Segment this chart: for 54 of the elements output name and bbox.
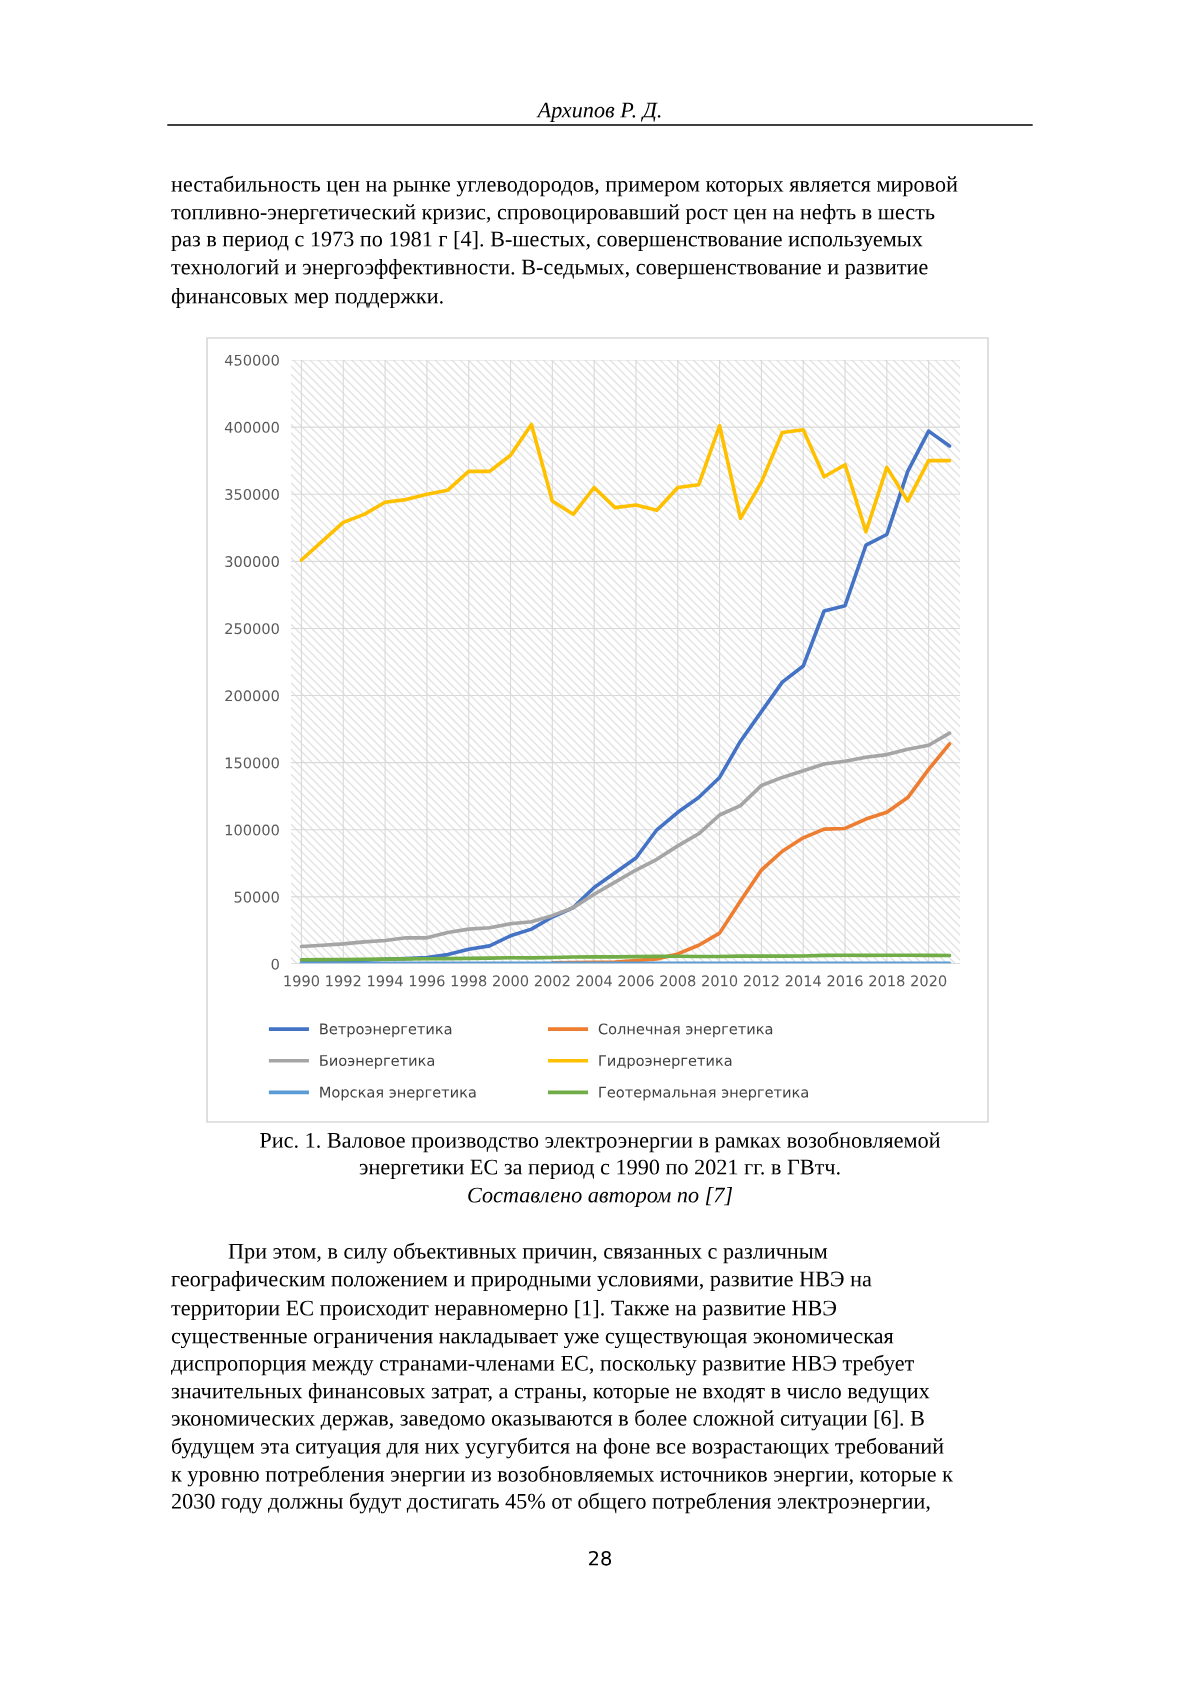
legend-label: Ветроэнергетика [320, 1023, 452, 1038]
x-tick-label: 2018 [869, 975, 905, 987]
y-tick-label: 400000 [224, 421, 279, 433]
text: энергетики ЕС за период с 1990 по 2021 гг. в ГВтч. [359, 1159, 840, 1180]
text: экономических держав, заведомо оказываются в более сложной ситуации [6]. В [171, 1409, 924, 1431]
text: 28 [589, 1550, 612, 1566]
line-series [299, 422, 952, 562]
text: При этом, в силу объективных причин, связанных с различным [228, 1242, 828, 1264]
x-tick-label: 2004 [576, 975, 612, 987]
text: Составлено автором по [7] [468, 1186, 733, 1208]
text: к уровню потребления энергии из возобновляемых источников энергии, которые к [171, 1465, 953, 1487]
text: Рис. 1. Валовое производство электроэнергии в рамках возобновляемой [260, 1131, 941, 1153]
text: значительных финансовых затрат, а страны, которые не входят в число ведущих [171, 1382, 930, 1404]
legend-label: Геотермальная энергетика [599, 1086, 808, 1101]
x-tick-label: 1998 [451, 975, 487, 987]
text: существенные ограничения накладывает уже существующая экономическая [171, 1332, 894, 1349]
text: нестабильность цен на рынке углеводородов, примером которых является мировой [171, 175, 958, 197]
x-tick-label: 2014 [785, 975, 821, 987]
x-tick-label: 1996 [409, 975, 445, 987]
x-tick-label: 2008 [660, 975, 696, 987]
x-tick-label: 1990 [284, 975, 320, 987]
y-tick-label: 200000 [225, 690, 279, 702]
y-tick-label: 0 [271, 958, 279, 970]
text: раз в период с 1973 по 1981 г [4]. В-шестых, совершенствование используемых [171, 230, 923, 252]
text: топливно-энергетический кризис, спровоцировавший рост цен на нефть в шесть [171, 203, 935, 225]
x-tick-label: 2012 [743, 975, 779, 987]
text: технологий и энергоэффективности. В-седьмых, совершенствование и развитие [171, 258, 928, 280]
text: Архипов Р. Д. [536, 102, 661, 123]
line-series [299, 731, 952, 949]
text: 2030 году должны будут достигать 45% от общего потребления электроэнергии, [171, 1492, 930, 1514]
x-tick-label: 2002 [534, 975, 570, 987]
legend-label: Биоэнергетика [320, 1055, 435, 1069]
text: территории ЕС происходит неравномерно [1]. Также на развитие НВЭ [171, 1299, 837, 1321]
y-tick-label: 150000 [225, 757, 279, 769]
x-tick-label: 2016 [827, 975, 863, 987]
y-tick-label: 100000 [225, 824, 279, 836]
x-tick-label: 2006 [618, 975, 654, 987]
x-tick-label: 2020 [911, 975, 947, 987]
x-tick-label: 1992 [326, 975, 361, 987]
text: диспропорция между странами-членами ЕС, поскольку развитие НВЭ требует [171, 1354, 914, 1376]
y-tick-label: 300000 [225, 556, 279, 568]
x-tick-label: 2000 [493, 975, 529, 987]
y-tick-label: 50000 [234, 891, 279, 903]
x-tick-label: 1994 [368, 975, 403, 987]
x-tick-label: 2010 [702, 975, 738, 987]
text: будущем эта ситуация для них усугубится на фоне все возрастающих требований [172, 1437, 944, 1459]
text: финансовых мер поддержки. [171, 287, 443, 309]
legend-label: Солнечная энергетика [598, 1023, 773, 1038]
y-tick-label: 450000 [224, 354, 279, 366]
text: географическим положением и природными условиями, развитие НВЭ на [171, 1270, 872, 1292]
y-tick-label: 250000 [225, 623, 279, 635]
y-tick-label: 350000 [225, 488, 279, 500]
legend-label: Морская энергетика [320, 1086, 476, 1101]
legend-label: Гидроэнергетика [599, 1055, 732, 1069]
